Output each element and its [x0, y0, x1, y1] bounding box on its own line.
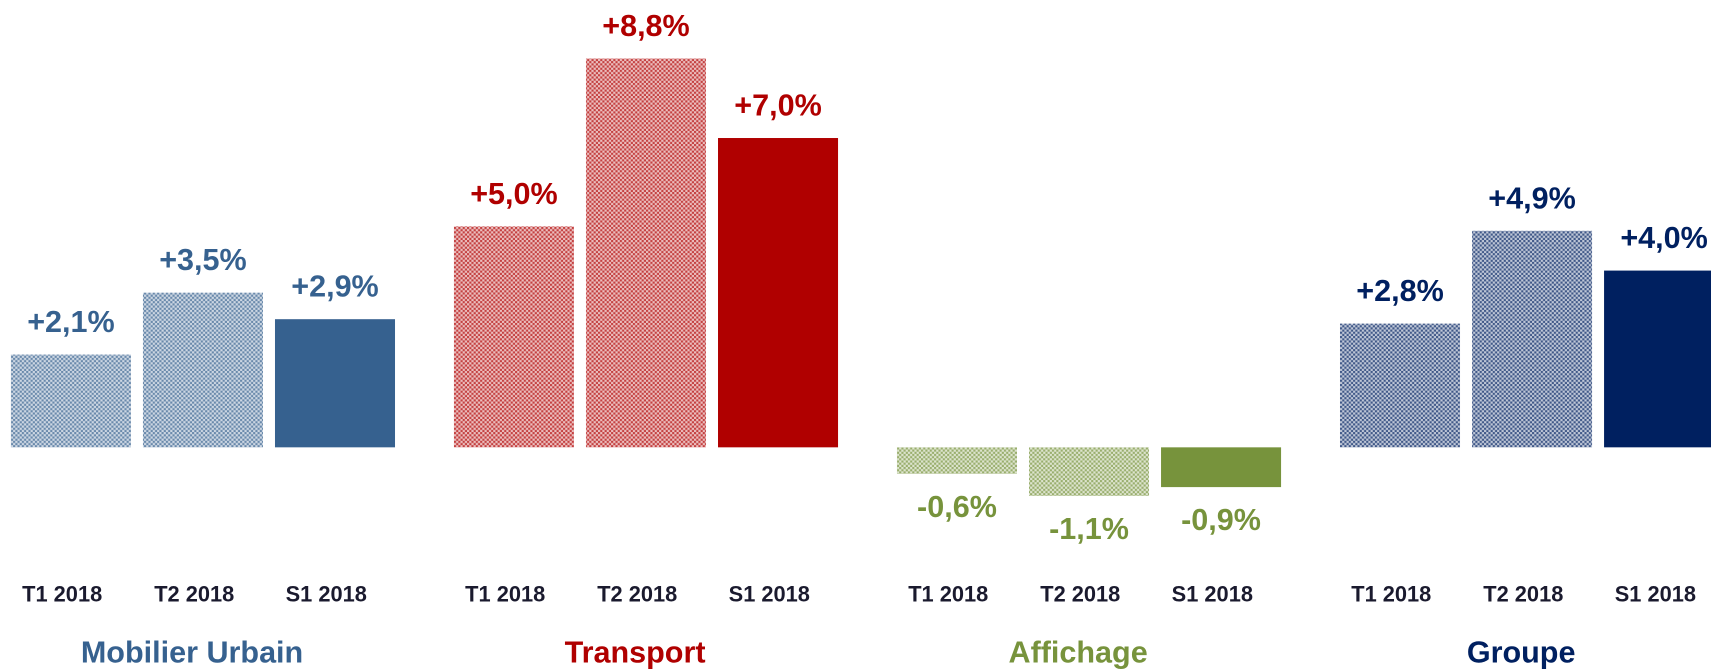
bar: [274, 319, 396, 448]
x-tick-label: T1 2018: [22, 581, 102, 606]
group-label: Groupe: [1467, 636, 1576, 670]
group-label: Affichage: [1009, 636, 1148, 670]
bar: [1161, 447, 1282, 488]
x-tick-label: T2 2018: [1040, 581, 1120, 606]
x-tick-label: T1 2018: [908, 581, 988, 606]
bar: [10, 354, 131, 448]
x-tick-label: S1 2018: [1172, 581, 1253, 606]
value-label: -0,9%: [1181, 503, 1261, 537]
value-label: -1,1%: [1049, 512, 1129, 546]
x-tick-label: T1 2018: [465, 581, 545, 606]
x-tick-label: S1 2018: [286, 581, 367, 606]
value-label: +2,1%: [27, 305, 114, 339]
x-tick-label: T1 2018: [1351, 581, 1431, 606]
value-label: +2,8%: [1356, 274, 1443, 308]
x-tick-label: T2 2018: [597, 581, 677, 606]
x-tick-label: T2 2018: [154, 581, 234, 606]
bar: [453, 226, 574, 448]
value-label: +4,9%: [1488, 181, 1575, 215]
value-label: +4,0%: [1620, 221, 1707, 255]
group-label: Mobilier Urbain: [81, 636, 303, 670]
value-label: +8,8%: [602, 9, 689, 43]
x-tick-label: T2 2018: [1483, 581, 1563, 606]
bar: [1472, 230, 1593, 448]
value-label: +2,9%: [291, 270, 378, 304]
value-label: +5,0%: [470, 177, 557, 211]
bar: [585, 58, 707, 448]
bar: [1339, 323, 1461, 448]
bar: [142, 292, 263, 448]
x-tick-label: S1 2018: [1615, 581, 1696, 606]
value-label: -0,6%: [917, 490, 997, 524]
value-label: +7,0%: [734, 89, 821, 123]
x-tick-label: S1 2018: [729, 581, 810, 606]
value-label: +3,5%: [159, 243, 246, 277]
bar: [1604, 270, 1711, 448]
group-label: Transport: [565, 636, 706, 670]
bar: [896, 447, 1017, 474]
bar: [718, 138, 839, 448]
bar: [1029, 447, 1150, 496]
